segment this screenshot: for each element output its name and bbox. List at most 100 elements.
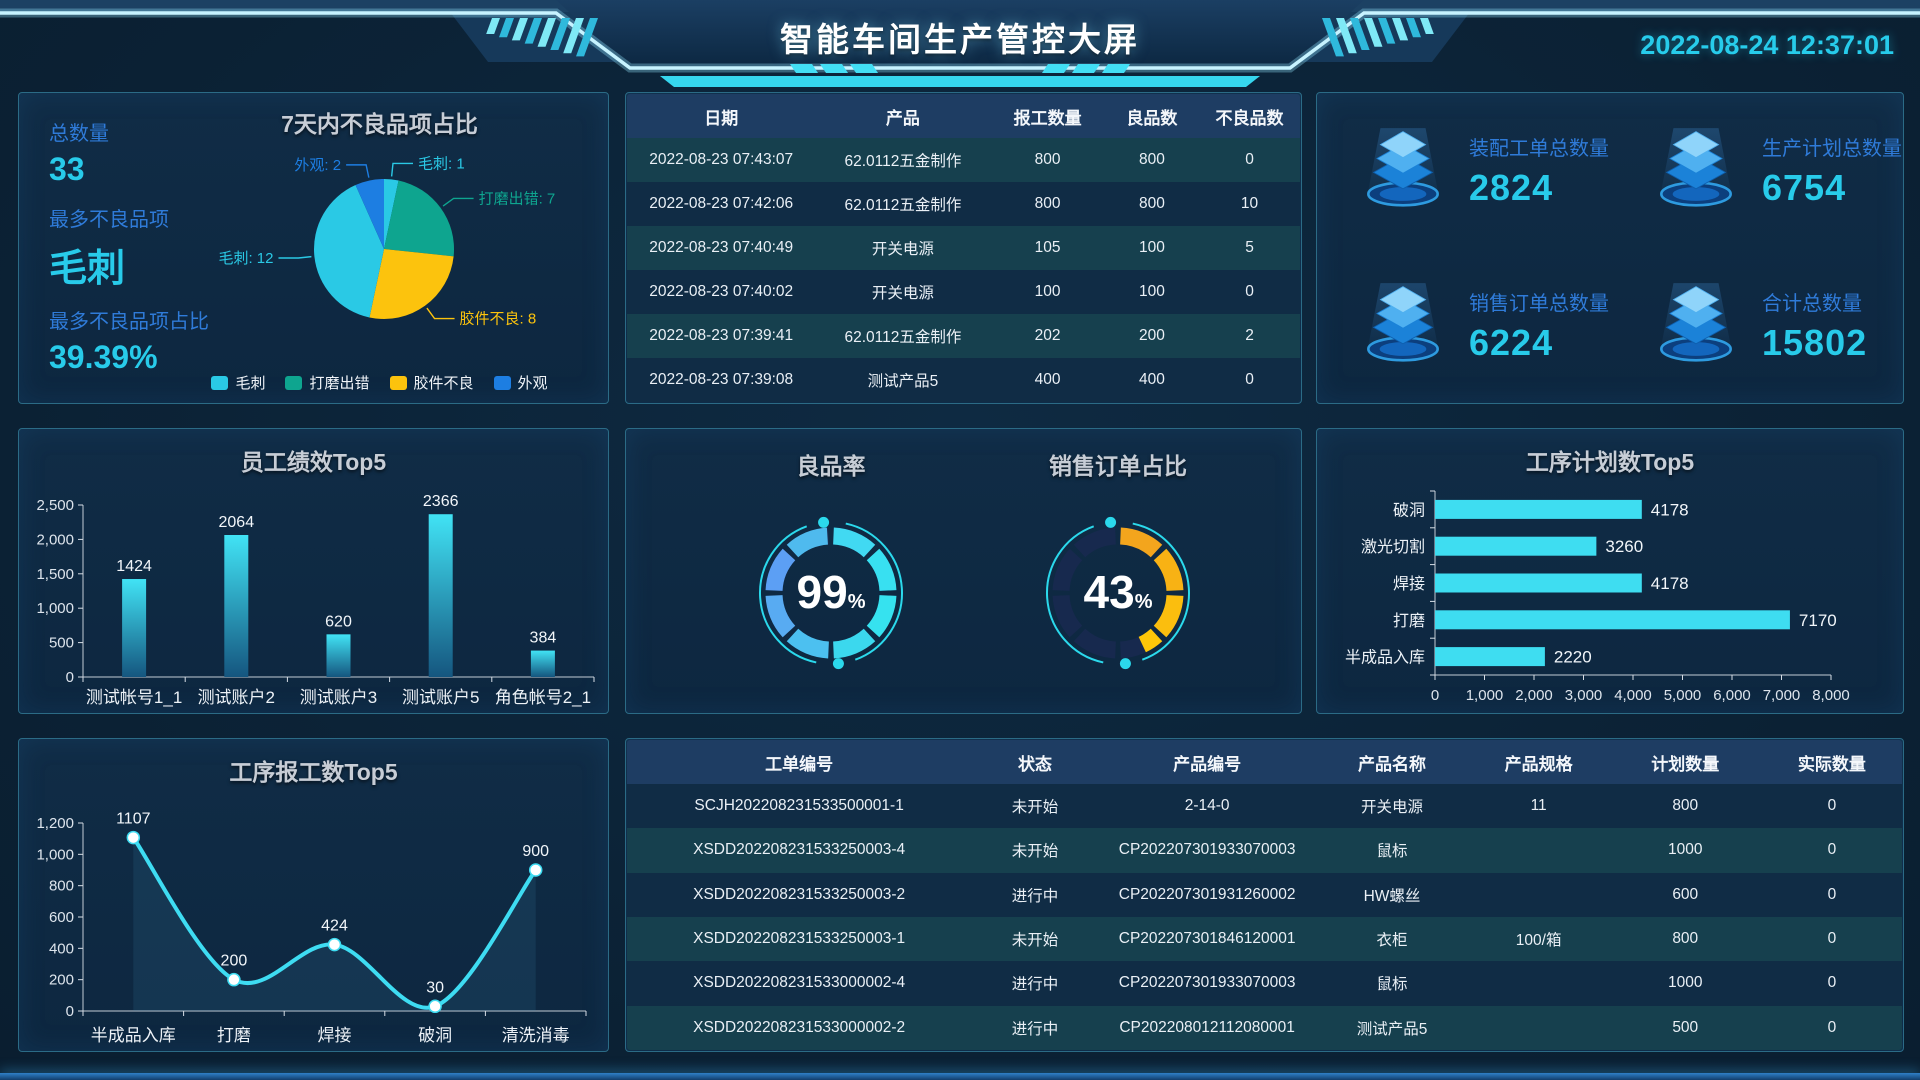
svg-text:30: 30 — [426, 979, 444, 996]
top-defect-stat: 最多不良品项 毛刺 — [49, 203, 169, 292]
svg-text:1,000: 1,000 — [36, 846, 74, 863]
svg-text:半成品入库: 半成品入库 — [91, 1026, 176, 1045]
table-cell: 测试产品5 — [867, 373, 939, 390]
legend-swatch — [493, 375, 511, 390]
table-cell: XSDD202208231533250003-4 — [693, 841, 906, 859]
table-cell: 105 — [1034, 239, 1061, 256]
stat-card-value: 15802 — [1762, 322, 1868, 363]
svg-text:打磨: 打磨 — [217, 1026, 251, 1045]
table-cell: 400 — [1138, 371, 1165, 388]
legend-label: 胶件不良 — [413, 375, 474, 392]
table-row: SCJH202208231533500001-1 未开始 2-14-0 开关电源 11 8… — [627, 784, 1902, 829]
header-stripes-left — [486, 18, 598, 57]
svg-text:2366: 2366 — [423, 493, 459, 510]
table-cell: 202 — [1034, 327, 1061, 344]
svg-text:焊接: 焊接 — [1393, 575, 1425, 593]
table-cell: 未开始 — [1011, 932, 1059, 950]
svg-text:2064: 2064 — [219, 514, 255, 531]
table-row: XSDD202208231533250003-4 未开始 CP20220730193… — [627, 828, 1902, 873]
legend-swatch — [285, 375, 303, 390]
bar-chart-title: 员工绩效Top5 — [240, 449, 387, 475]
svg-text:7170: 7170 — [1799, 611, 1837, 630]
employee-performance-chart: 0 500 1,000 1,500 2,000 2,500 1424 测试帐号1_1 2064 测… — [19, 479, 610, 713]
bottom-glow-strip — [0, 1073, 1920, 1080]
svg-text:破洞: 破洞 — [1393, 501, 1425, 519]
legend-label: 毛刺 — [235, 375, 266, 392]
svg-text:43%: 43% — [1084, 566, 1153, 618]
svg-text:384: 384 — [530, 630, 557, 647]
svg-text:半成品入库: 半成品入库 — [1345, 649, 1425, 667]
column-header: 产品 — [885, 108, 920, 128]
work-order-table-panel: 工单编号 状态 产品编号 产品名称 产品规格 计划数量 实际数量 SCJH2022082315… — [625, 738, 1904, 1052]
stat-card-label: 生产计划总数量 — [1762, 138, 1902, 160]
svg-text:0: 0 — [66, 669, 74, 686]
table-cell: 2022-08-23 07:40:02 — [649, 283, 794, 300]
table-cell: SCJH202208231533500001-1 — [694, 797, 904, 815]
svg-text:打磨: 打磨 — [1393, 612, 1425, 630]
process-report-chart: 0 200 400 600 800 1,000 1,200 1107 半成品入库 200 打磨 424… — [19, 787, 610, 1051]
page-title: 智能车间生产管控大屏 — [780, 21, 1140, 58]
hbar-chart-title: 工序计划数Top5 — [1525, 449, 1695, 475]
table-row: XSDD202208231533250003-2 进行中 CP20220730193… — [627, 872, 1902, 917]
svg-text:4,000: 4,000 — [1614, 687, 1652, 704]
svg-text:7,000: 7,000 — [1763, 687, 1801, 704]
table-row: XSDD202208231533250003-1 未开始 CP20220730184… — [627, 916, 1902, 962]
process-plan-chart: 0 1,000 2,000 3,000 4,000 5,000 6,000 7,000 8,00… — [1317, 477, 1905, 713]
table-cell: 800 — [1138, 151, 1165, 168]
table-row: 2022-08-23 07:39:41 62.0112五金制作 202 200 2 — [627, 314, 1300, 358]
defect-panel: 7天内不良品项占比 总数量 33 最多不良品项 毛刺 最多不良品项占比 39.3… — [18, 92, 609, 404]
column-header: 日期 — [704, 108, 739, 128]
datetime: 2022-08-24 12:37:01 — [1640, 30, 1894, 60]
process-plan-panel: 工序计划数Top5 0 1,000 2,000 3,000 4,000 5,000 6,00… — [1316, 428, 1904, 714]
table-cell: 5 — [1245, 239, 1254, 256]
table-cell: 开关电源 — [871, 285, 934, 302]
table-cell: 800 — [1672, 930, 1699, 948]
stat-card-value: 2824 — [1469, 167, 1554, 208]
svg-text:400: 400 — [49, 940, 74, 957]
stack-icon — [1659, 283, 1733, 362]
stack-icon — [1366, 283, 1440, 362]
line-chart-title: 工序报工数Top5 — [229, 759, 398, 785]
table-cell: 1000 — [1668, 841, 1703, 859]
svg-text:1,000: 1,000 — [36, 600, 74, 617]
svg-text:620: 620 — [325, 613, 352, 630]
svg-text:8,000: 8,000 — [1812, 687, 1850, 704]
table-cell: 2022-08-23 07:43:07 — [649, 151, 794, 168]
svg-text:测试帐号1_1: 测试帐号1_1 — [86, 688, 182, 707]
svg-text:测试账户2: 测试账户2 — [198, 688, 275, 707]
table-cell: 未开始 — [1011, 843, 1059, 861]
svg-text:1,500: 1,500 — [36, 566, 74, 583]
report-table: 日期 产品 报工数量 良品数 不良品数 2022-08-23 07:43:07 62.011… — [627, 94, 1300, 402]
svg-text:1424: 1424 — [116, 558, 152, 575]
table-cell: 200 — [1138, 327, 1165, 344]
stat-label: 最多不良品项 — [49, 209, 169, 231]
table-cell: 进行中 — [1011, 976, 1059, 994]
svg-text:焊接: 焊接 — [318, 1026, 352, 1045]
table-cell: 100/箱 — [1515, 932, 1562, 950]
table-header-row: 工单编号 状态 产品编号 产品名称 产品规格 计划数量 实际数量 — [627, 740, 1902, 784]
svg-text:200: 200 — [49, 972, 74, 989]
svg-text:200: 200 — [221, 953, 248, 970]
table-cell: 测试产品5 — [1356, 1020, 1428, 1038]
header-trim-left — [1042, 64, 1130, 73]
stat-card: 销售订单总数量 6224 — [1317, 248, 1610, 403]
table-cell: XSDD202208231533250003-2 — [693, 885, 906, 903]
table-cell: 衣柜 — [1376, 932, 1408, 950]
table-cell: CP202208012112080001 — [1119, 1018, 1295, 1036]
stat-card: 生产计划总数量 6754 — [1610, 93, 1903, 248]
gauge-title-good-rate: 良品率 — [796, 453, 866, 479]
svg-text:1,200: 1,200 — [36, 815, 74, 832]
column-header: 报工数量 — [1013, 108, 1082, 128]
table-cell: XSDD202208231533000002-2 — [693, 1018, 906, 1036]
table-cell: 100 — [1138, 283, 1165, 300]
table-cell: XSDD202208231533000002-4 — [693, 974, 906, 992]
svg-text:测试账户3: 测试账户3 — [300, 688, 377, 707]
table-cell: 2-14-0 — [1184, 797, 1230, 815]
svg-text:600: 600 — [49, 909, 74, 926]
table-cell: HW螺丝 — [1363, 887, 1421, 905]
stat-card-value: 6754 — [1762, 167, 1847, 208]
table-cell: 800 — [1034, 195, 1061, 212]
legend-item: 打磨出错 — [285, 372, 370, 393]
table-cell: 进行中 — [1011, 1020, 1059, 1038]
svg-text:3,000: 3,000 — [1565, 687, 1603, 704]
